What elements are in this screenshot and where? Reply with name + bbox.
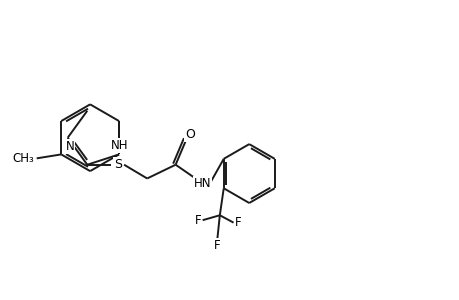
Text: HN: HN <box>193 177 211 190</box>
Text: S: S <box>113 158 122 171</box>
Text: F: F <box>235 216 241 229</box>
Text: NH: NH <box>111 139 129 152</box>
Text: O: O <box>185 128 195 141</box>
Text: CH₃: CH₃ <box>12 152 34 165</box>
Text: F: F <box>213 239 220 252</box>
Text: N: N <box>66 140 74 153</box>
Text: F: F <box>194 214 201 227</box>
